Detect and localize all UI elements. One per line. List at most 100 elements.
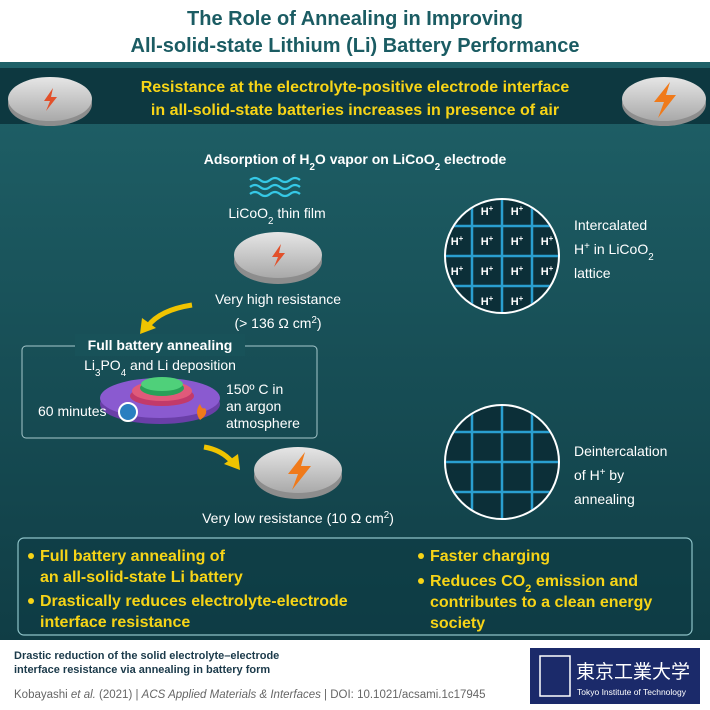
text: O vapor on LiCoO bbox=[315, 151, 435, 167]
subscript: 4 bbox=[121, 368, 127, 379]
lattice-caption: Intercalated bbox=[574, 217, 647, 233]
text: H bbox=[511, 296, 519, 308]
logo-bg bbox=[530, 648, 700, 704]
summary-text: society bbox=[430, 615, 485, 632]
lattice-border bbox=[444, 198, 560, 314]
text: in LiCoO bbox=[590, 241, 648, 257]
banner-text: Resistance at the electrolyte-positive e… bbox=[141, 79, 570, 96]
lattice-caption: Deintercalation bbox=[574, 443, 667, 459]
ion-label: H+ bbox=[541, 264, 554, 279]
annealing-title-bg bbox=[75, 334, 245, 356]
superscript: + bbox=[459, 264, 464, 273]
text: Kobayashi bbox=[14, 689, 71, 701]
ion-label: H+ bbox=[481, 204, 494, 219]
logo-subtext: Tokyo Institute of Technology bbox=[577, 687, 687, 697]
text: thin film bbox=[274, 205, 326, 221]
lattice-caption: H+ in LiCoO2 bbox=[574, 241, 654, 263]
superscript: + bbox=[489, 204, 494, 213]
text: H bbox=[511, 236, 519, 248]
condition: atmosphere bbox=[226, 415, 300, 431]
superscript: + bbox=[519, 204, 524, 213]
text: H bbox=[541, 266, 549, 278]
text: electrode bbox=[440, 151, 506, 167]
ion-label: H+ bbox=[481, 294, 494, 309]
lattice bbox=[446, 406, 558, 518]
citation: Kobayashi et al. (2021) | ACS Applied Ma… bbox=[14, 689, 486, 701]
superscript: + bbox=[549, 264, 554, 273]
text: ) bbox=[389, 510, 394, 526]
summary-text: Faster charging bbox=[430, 548, 550, 565]
subscript: 2 bbox=[525, 583, 531, 595]
text: H bbox=[481, 266, 489, 278]
condition: an argon bbox=[226, 398, 281, 414]
superscript: + bbox=[519, 294, 524, 303]
footer-headline: Drastic reduction of the solid electroly… bbox=[14, 650, 279, 662]
ion-label: H+ bbox=[511, 264, 524, 279]
subscript: 2 bbox=[309, 162, 315, 173]
footer-headline: interface resistance via annealing in ba… bbox=[14, 664, 270, 676]
superscript: + bbox=[519, 234, 524, 243]
summary-text: Full battery annealing of bbox=[40, 548, 226, 565]
title: The Role of Annealing in Improving bbox=[187, 8, 523, 30]
summary-text: Drastically reduces electrolyte-electrod… bbox=[40, 593, 348, 610]
subscript: 2 bbox=[648, 252, 653, 263]
ion-label: H+ bbox=[481, 234, 494, 249]
text: of H bbox=[574, 467, 600, 483]
time: 60 minutes bbox=[38, 403, 106, 419]
text: (2021) | bbox=[96, 689, 142, 701]
lattice-border bbox=[444, 404, 560, 520]
ion-label: H+ bbox=[481, 264, 494, 279]
superscript: + bbox=[489, 264, 494, 273]
lattice-caption: annealing bbox=[574, 491, 635, 507]
banner-text: in all-solid-state batteries increases i… bbox=[151, 102, 559, 119]
text: H bbox=[511, 266, 519, 278]
deposition: Li3PO4 and Li deposition bbox=[84, 357, 236, 379]
battery-device bbox=[100, 377, 220, 424]
lattice-caption: lattice bbox=[574, 265, 611, 281]
ion-label: H+ bbox=[511, 234, 524, 249]
summary-text: an all-solid-state Li battery bbox=[40, 569, 243, 586]
summary-text: Reduces CO2 emission and bbox=[430, 573, 638, 595]
film-label: LiCoO2 thin film bbox=[228, 205, 325, 227]
banner-bg bbox=[0, 68, 710, 124]
arrow-head bbox=[140, 318, 156, 334]
arrow bbox=[146, 302, 193, 328]
logo-emblem bbox=[539, 655, 571, 697]
text: and Li deposition bbox=[126, 357, 236, 373]
text: PO bbox=[100, 357, 120, 373]
subscript: 3 bbox=[95, 368, 101, 379]
text: H bbox=[511, 206, 519, 218]
disc bbox=[8, 77, 92, 126]
superscript: 2 bbox=[311, 315, 316, 326]
superscript: + bbox=[459, 234, 464, 243]
resistance-label: Very high resistance bbox=[215, 291, 341, 307]
subscript: 2 bbox=[435, 162, 441, 173]
ion-label: H+ bbox=[541, 234, 554, 249]
ion-label: H+ bbox=[511, 204, 524, 219]
text: ACS Applied Materials & Interfaces bbox=[141, 689, 321, 701]
text: et al. bbox=[71, 689, 96, 701]
text: (> 136 Ω cm bbox=[234, 315, 311, 331]
superscript: + bbox=[549, 234, 554, 243]
text: emission and bbox=[531, 573, 638, 590]
text: Very low resistance (10 Ω cm bbox=[202, 510, 384, 526]
lattice: H+ H+H+ H+ H+ H+H+ H+ H+ H+H+ H+ bbox=[446, 200, 558, 312]
superscript: + bbox=[519, 264, 524, 273]
disc bbox=[622, 77, 706, 126]
ion-label: H+ bbox=[511, 294, 524, 309]
summary-text: contributes to a clean energy bbox=[430, 594, 652, 611]
ion-label: H+ bbox=[451, 264, 464, 279]
text: ) bbox=[317, 315, 322, 331]
title: All-solid-state Lithium (Li) Battery Per… bbox=[131, 35, 580, 57]
text: H bbox=[451, 266, 459, 278]
text: H bbox=[451, 236, 459, 248]
superscript: + bbox=[489, 234, 494, 243]
summary-text: interface resistance bbox=[40, 614, 190, 631]
superscript: 2 bbox=[384, 510, 389, 521]
text: H bbox=[481, 296, 489, 308]
arrow-head bbox=[224, 454, 240, 470]
disc bbox=[234, 232, 322, 284]
text: by bbox=[605, 467, 624, 483]
header-bg bbox=[0, 0, 710, 62]
